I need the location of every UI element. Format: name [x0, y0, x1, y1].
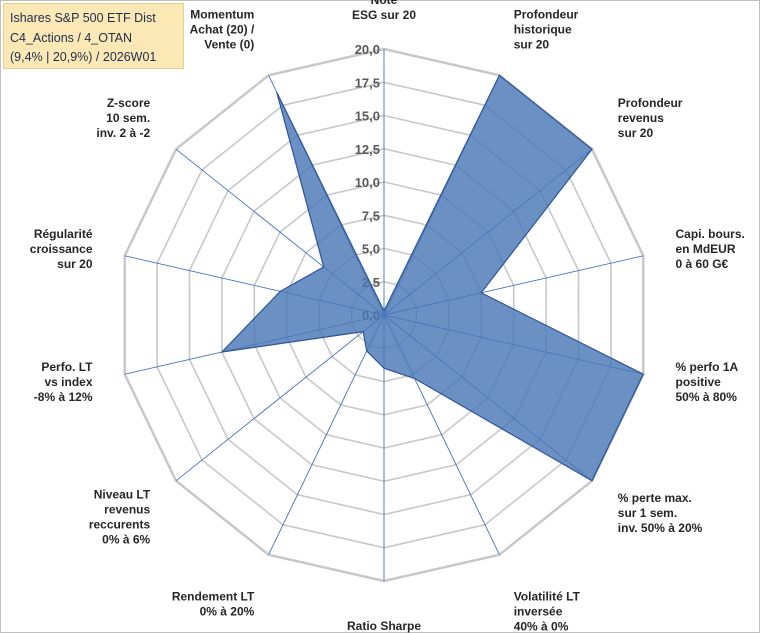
tick-label: 17,5	[355, 75, 380, 90]
tick-label: 20,0	[355, 42, 380, 57]
chart-title-box: Ishares S&P 500 ETF Dist C4_Actions / 4_…	[3, 3, 184, 69]
title-line-3: (9,4% | 20,9%) / 2026W01	[10, 50, 157, 64]
axis-label: % perfo 1A positive 50% à 80%	[676, 360, 739, 404]
axis-label: Régularité croissance sur 20	[30, 227, 93, 271]
tick-label: 12,5	[355, 142, 380, 157]
title-line-2: C4_Actions / 4_OTAN	[10, 30, 133, 45]
radar-spoke	[175, 314, 385, 482]
axis-label: Profondeur revenus sur 20	[618, 96, 683, 140]
axis-label: Volatilité LT inversée 40% à 0%	[514, 589, 581, 633]
axis-label: Perfo. LT vs index -8% à 12%	[34, 360, 93, 404]
axis-label: Capi. bours. en MdEUR 0 à 60 G€	[676, 227, 745, 271]
axis-label: Rendement LT 0% à 20%	[172, 589, 255, 618]
axis-labels: Note ESG sur 20 Profondeur historique sur 20…	[30, 0, 745, 633]
series-area	[220, 74, 645, 482]
axis-label: Ratio Sharpe0 à 1	[347, 619, 421, 633]
radar-series	[220, 74, 645, 482]
axis-label: Z-score 10 sem. inv. 2 à -2	[96, 96, 150, 140]
axis-label: Profondeur historique sur 20	[514, 8, 579, 52]
axis-label: Niveau LT revenus reccurents 0% à 6%	[89, 487, 151, 546]
tick-label: 10,0	[355, 175, 380, 190]
axis-label: Momentum Achat (20) / Vente (0)	[190, 8, 255, 52]
radial-tick-labels: 0,02,55,07,510,012,515,017,520,0	[355, 42, 380, 323]
title-line-1: Ishares S&P 500 ETF Dist	[10, 11, 156, 25]
radar-spoke	[268, 314, 385, 555]
tick-label: 5,0	[362, 242, 380, 257]
tick-label: 7,5	[362, 208, 380, 223]
axis-label: % perte max. sur 1 sem. inv. 50% à 20%	[618, 491, 703, 535]
axis-label: Note ESG sur 20	[352, 0, 416, 22]
tick-label: 15,0	[355, 109, 380, 124]
